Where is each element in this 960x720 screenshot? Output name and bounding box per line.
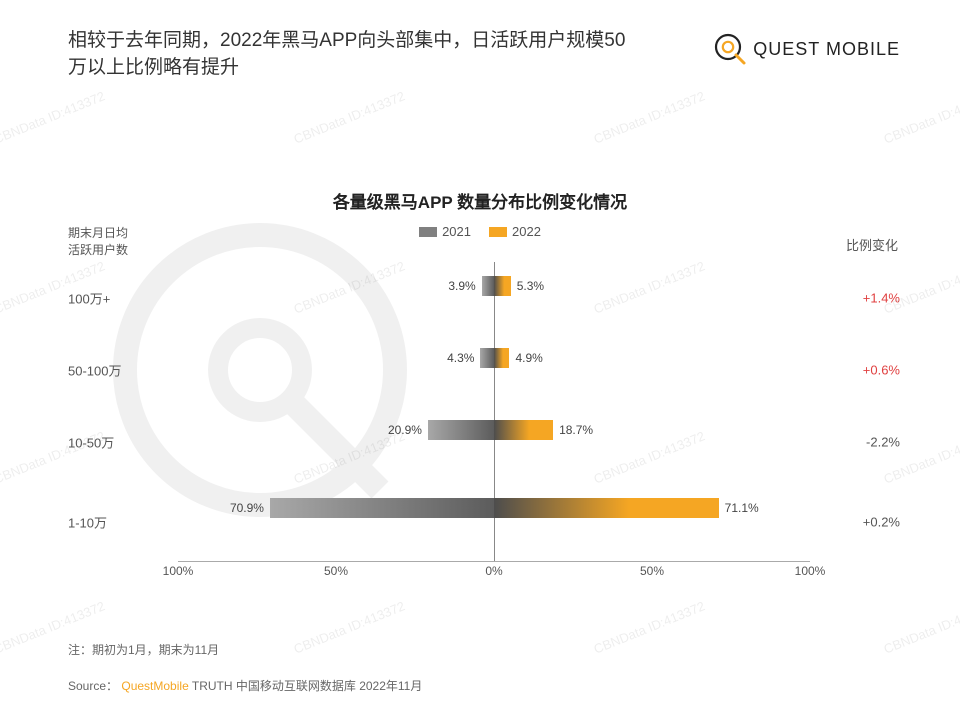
- watermark-text: CBNData ID:413372: [882, 598, 960, 656]
- chart-row: 1-10万+0.2%70.9%71.1%: [68, 478, 900, 566]
- category-label: 1-10万: [68, 513, 107, 532]
- x-tick: 0%: [485, 564, 502, 578]
- value-label-2022: 18.7%: [553, 423, 593, 437]
- x-tick: 50%: [324, 564, 348, 578]
- bar-2022: 71.1%: [494, 498, 719, 518]
- chart-row: 10-50万-2.2%20.9%18.7%: [68, 406, 900, 478]
- bars-zone: 20.9%18.7%: [178, 406, 810, 478]
- category-label: 100万+: [68, 289, 110, 308]
- x-tick: 100%: [795, 564, 826, 578]
- legend-label: 2022: [512, 224, 541, 239]
- bar-2021: 4.3%: [480, 348, 494, 368]
- bar-2021: 3.9%: [482, 276, 494, 296]
- watermark-text: CBNData ID:413372: [292, 598, 408, 656]
- chart-row: 50-100万+0.6%4.3%4.9%: [68, 334, 900, 406]
- value-label-2022: 5.3%: [511, 279, 544, 293]
- watermark-text: CBNData ID:413372: [592, 88, 708, 146]
- x-tick: 100%: [163, 564, 194, 578]
- change-label: +0.6%: [863, 363, 900, 378]
- change-column-header: 比例变化: [846, 235, 898, 254]
- source-rest: TRUTH 中国移动互联网数据库 2022年11月: [192, 679, 422, 693]
- x-tick: 50%: [640, 564, 664, 578]
- bar-2022: 4.9%: [494, 348, 509, 368]
- bar-2022: 18.7%: [494, 420, 553, 440]
- bars-zone: 3.9%5.3%: [178, 262, 810, 334]
- page-title: 相较于去年同期，2022年黑马APP向头部集中，日活跃用户规模50万以上比例略有…: [68, 28, 628, 81]
- legend: 2021 2022: [0, 224, 960, 239]
- watermark-text: CBNData ID:413372: [592, 598, 708, 656]
- source-line: Source： QuestMobile TRUTH 中国移动互联网数据库 202…: [68, 677, 422, 694]
- change-label: +0.2%: [863, 515, 900, 530]
- legend-swatch: [419, 227, 437, 237]
- x-axis-ticks: 100%50%0%50%100%: [178, 564, 810, 584]
- category-label: 10-50万: [68, 433, 114, 452]
- header: 相较于去年同期，2022年黑马APP向头部集中，日活跃用户规模50万以上比例略有…: [68, 28, 900, 81]
- value-label-2022: 71.1%: [719, 501, 759, 515]
- value-label-2021: 70.9%: [230, 501, 270, 515]
- brand-logo-text: QUEST MOBILE: [753, 39, 900, 60]
- watermark-text: CBNData ID:413372: [882, 88, 960, 146]
- footnote: 注：期初为1月，期末为11月: [68, 641, 219, 658]
- chart-area: 100万++1.4%3.9%5.3%50-100万+0.6%4.3%4.9%10…: [68, 262, 900, 602]
- source-prefix: Source：: [68, 679, 118, 693]
- bar-2021: 20.9%: [428, 420, 494, 440]
- value-label-2021: 4.3%: [447, 351, 480, 365]
- value-label-2022: 4.9%: [509, 351, 542, 365]
- bar-2022: 5.3%: [494, 276, 511, 296]
- watermark-text: CBNData ID:413372: [292, 88, 408, 146]
- magnifier-icon: [713, 32, 747, 66]
- chart-title: 各量级黑马APP 数量分布比例变化情况: [0, 188, 960, 213]
- legend-label: 2021: [442, 224, 471, 239]
- change-label: -2.2%: [866, 435, 900, 450]
- bars-zone: 70.9%71.1%: [178, 478, 810, 566]
- watermark-text: CBNData ID:413372: [0, 88, 107, 146]
- value-label-2021: 3.9%: [448, 279, 481, 293]
- chart-row: 100万++1.4%3.9%5.3%: [68, 262, 900, 334]
- bars-zone: 4.3%4.9%: [178, 334, 810, 406]
- category-label: 50-100万: [68, 361, 121, 380]
- legend-item-2022: 2022: [489, 224, 541, 239]
- value-label-2021: 20.9%: [388, 423, 428, 437]
- change-label: +1.4%: [863, 291, 900, 306]
- legend-swatch: [489, 227, 507, 237]
- source-brand: QuestMobile: [121, 679, 188, 693]
- brand-logo: QUEST MOBILE: [713, 32, 900, 66]
- y-axis-header: 期末月日均 活跃用户数: [68, 225, 128, 259]
- legend-item-2021: 2021: [419, 224, 471, 239]
- bar-2021: 70.9%: [270, 498, 494, 518]
